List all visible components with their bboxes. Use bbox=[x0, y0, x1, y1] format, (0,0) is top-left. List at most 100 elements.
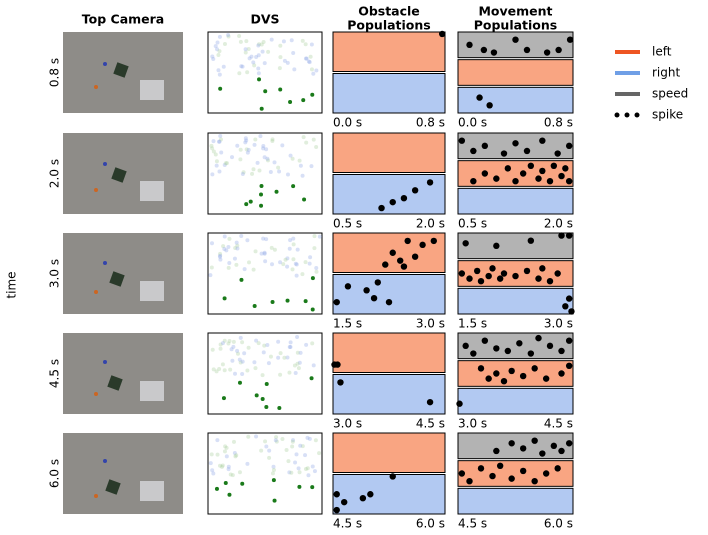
x-tick-label: 1.5 s bbox=[458, 317, 487, 331]
population-band bbox=[332, 232, 446, 273]
dvs-event bbox=[270, 138, 275, 143]
spike bbox=[470, 350, 477, 357]
dvs-event bbox=[281, 39, 286, 44]
dvs-event bbox=[224, 454, 229, 459]
dvs-event bbox=[311, 137, 316, 142]
dvs-event bbox=[290, 438, 295, 443]
dvs-event bbox=[311, 363, 316, 368]
population-band bbox=[457, 460, 574, 487]
dvs-event bbox=[304, 342, 309, 347]
x-tick-label: 0.8 s bbox=[416, 116, 445, 130]
population-band bbox=[457, 31, 574, 59]
dvs-event bbox=[243, 47, 248, 52]
spike bbox=[458, 470, 466, 477]
dvs-event bbox=[244, 147, 249, 152]
dvs-event bbox=[291, 51, 296, 56]
camera-marker bbox=[140, 80, 164, 100]
dvs-event bbox=[305, 435, 310, 440]
dvs-event bbox=[218, 463, 223, 468]
dvs-event bbox=[278, 87, 283, 92]
x-tick-label: 6.0 s bbox=[544, 517, 573, 531]
dvs-event bbox=[237, 380, 242, 385]
camera-image bbox=[63, 233, 183, 314]
spike bbox=[523, 267, 531, 275]
dvs-event bbox=[232, 451, 237, 456]
legend-swatch bbox=[634, 112, 640, 118]
dvs-event bbox=[301, 98, 306, 103]
dvs-event bbox=[262, 155, 267, 160]
dvs-event bbox=[282, 58, 287, 63]
x-tick-label: 2.0 s bbox=[544, 217, 573, 231]
dvs-event bbox=[234, 262, 239, 267]
dvs-event bbox=[235, 246, 240, 251]
dvs-event bbox=[296, 366, 301, 371]
dvs-event bbox=[235, 351, 240, 356]
dvs-event bbox=[222, 296, 227, 301]
dvs-frame bbox=[207, 432, 323, 515]
spike bbox=[426, 179, 434, 186]
camera-image bbox=[63, 333, 183, 414]
dvs-event bbox=[295, 350, 300, 355]
dvs-event bbox=[272, 160, 277, 165]
dvs-event bbox=[314, 265, 319, 270]
spike bbox=[466, 41, 473, 49]
spike bbox=[493, 345, 500, 352]
dvs-event bbox=[285, 298, 290, 303]
dvs-event bbox=[298, 163, 303, 168]
dvs-event bbox=[245, 70, 250, 75]
x-tick-label: 2.0 s bbox=[416, 217, 445, 231]
dvs-event bbox=[262, 61, 267, 66]
dvs-event bbox=[306, 59, 311, 64]
dvs-event bbox=[224, 248, 229, 253]
legend-label: spike bbox=[652, 108, 683, 122]
dvs-event bbox=[260, 49, 265, 54]
dvs-event bbox=[280, 436, 285, 441]
dvs-event bbox=[261, 146, 266, 151]
dvs-event bbox=[217, 34, 222, 39]
dvs-event bbox=[303, 299, 308, 304]
spike bbox=[504, 347, 512, 355]
spike bbox=[397, 257, 404, 264]
column-title: Top Camera bbox=[82, 12, 164, 27]
population-band bbox=[457, 86, 574, 114]
dvs-event bbox=[216, 52, 221, 57]
spike bbox=[419, 241, 426, 249]
dvs-event bbox=[270, 137, 275, 142]
spike bbox=[462, 342, 469, 350]
spike bbox=[400, 195, 408, 202]
dvs-event bbox=[308, 54, 313, 59]
dvs-event bbox=[285, 355, 290, 360]
dvs-event bbox=[270, 262, 275, 267]
dvs-event bbox=[259, 203, 264, 208]
x-tick-label: 3.0 s bbox=[416, 317, 445, 331]
dvs-event bbox=[211, 139, 216, 144]
dvs-event bbox=[220, 463, 225, 468]
population-band bbox=[457, 332, 574, 360]
dvs-event bbox=[260, 373, 265, 378]
spike bbox=[334, 361, 341, 368]
dvs-event bbox=[262, 343, 267, 348]
dvs-event bbox=[246, 47, 251, 52]
spike bbox=[426, 398, 434, 406]
spike bbox=[535, 275, 542, 282]
spike bbox=[539, 137, 546, 144]
camera-robot bbox=[111, 167, 127, 183]
spike bbox=[535, 334, 542, 342]
dvs-event bbox=[257, 42, 262, 47]
dvs-event bbox=[226, 34, 231, 39]
dvs-frame bbox=[207, 232, 323, 315]
dvs-event bbox=[252, 360, 257, 365]
dvs-event bbox=[252, 63, 257, 68]
spike bbox=[400, 263, 408, 270]
dvs-event bbox=[240, 64, 245, 69]
dvs-event bbox=[238, 157, 243, 162]
spike bbox=[519, 372, 527, 380]
dvs-event bbox=[294, 262, 299, 267]
dvs-event bbox=[259, 448, 264, 453]
dvs-event bbox=[306, 473, 311, 478]
spike bbox=[535, 175, 542, 182]
dvs-event bbox=[314, 145, 319, 150]
camera-robot bbox=[113, 62, 129, 78]
dvs-event bbox=[259, 42, 264, 47]
